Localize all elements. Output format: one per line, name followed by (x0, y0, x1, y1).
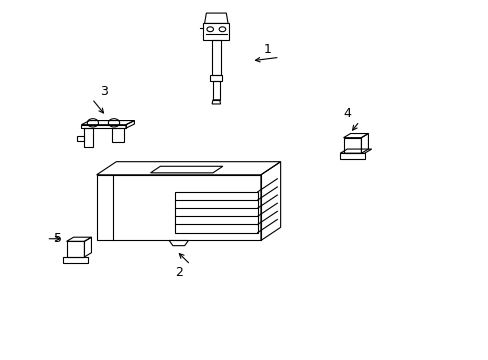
Text: 1: 1 (264, 43, 271, 56)
Text: 3: 3 (100, 85, 107, 98)
Text: 5: 5 (54, 232, 62, 245)
Text: 4: 4 (343, 107, 351, 120)
Text: 2: 2 (175, 266, 183, 279)
